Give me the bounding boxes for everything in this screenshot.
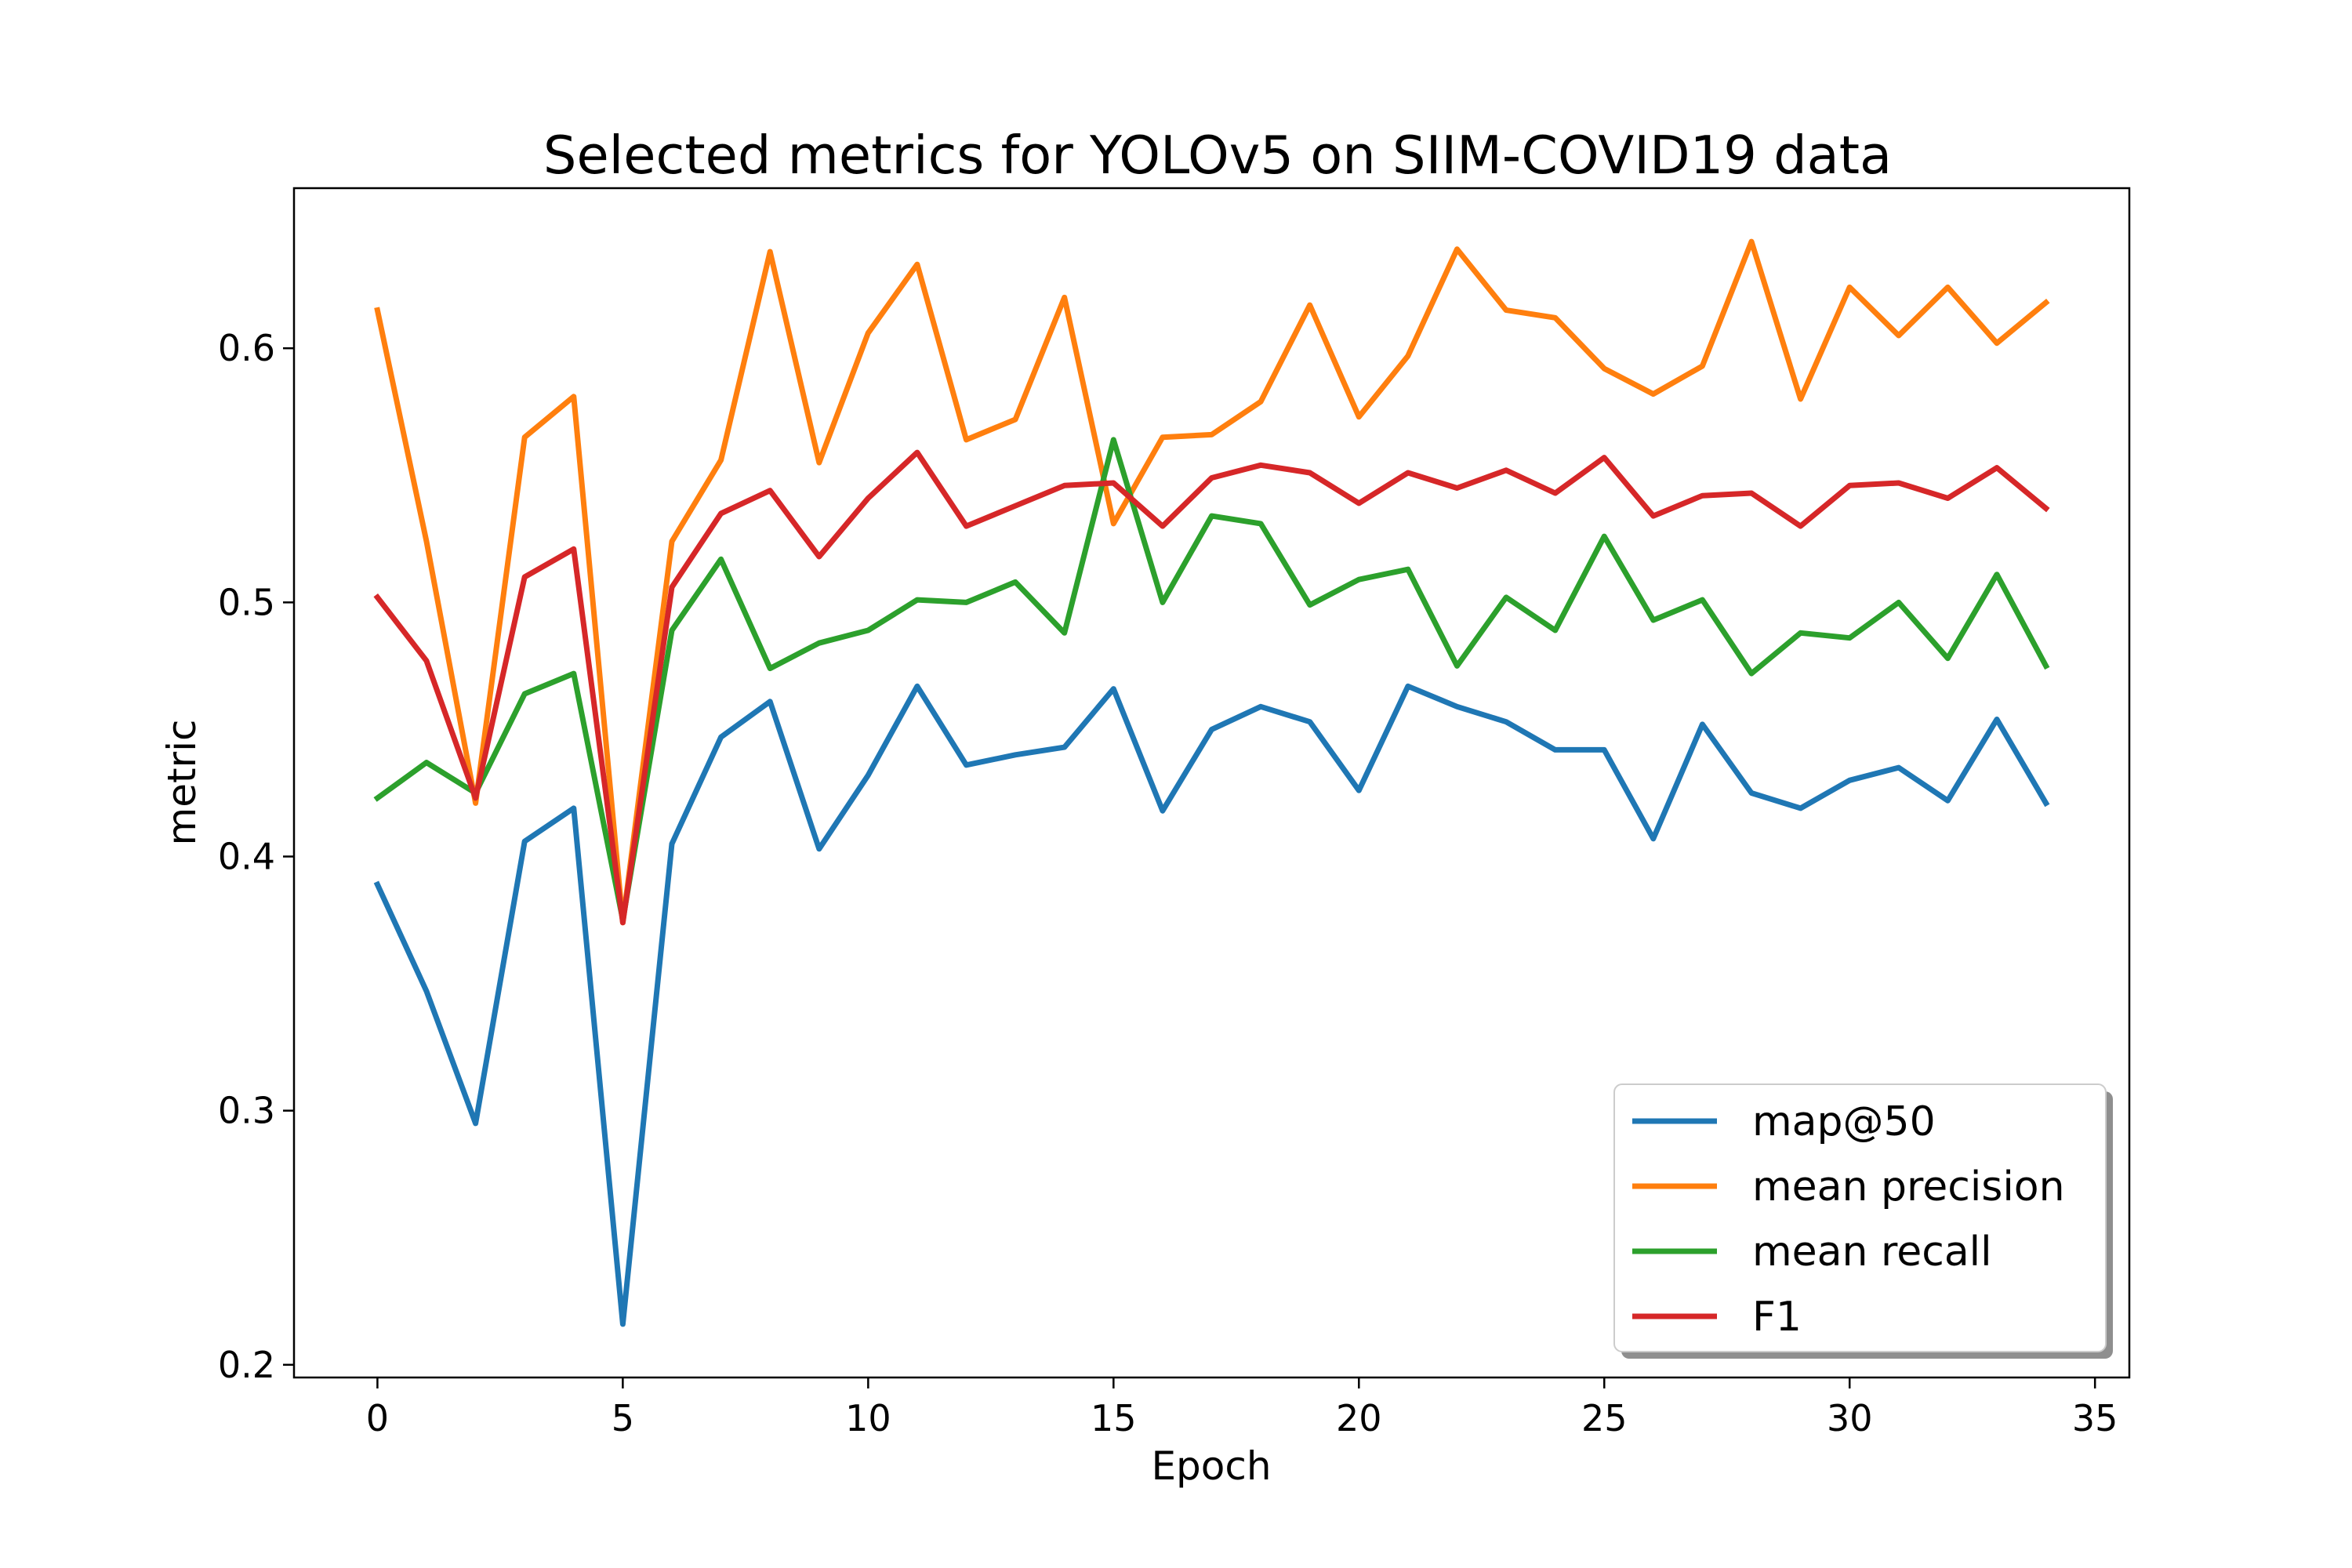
legend: map@50 mean precision mean recall F1	[1613, 1083, 2113, 1359]
x-tick-label: 25	[1581, 1397, 1628, 1439]
y-tick-label: 0.2	[218, 1344, 275, 1386]
series-layer	[373, 238, 2050, 1327]
legend-label-f1: F1	[1752, 1294, 1802, 1341]
x-axis-label: Epoch	[1151, 1443, 1271, 1489]
y-axis-label: metric	[159, 719, 205, 845]
series-line-mean-recall	[373, 437, 2050, 923]
x-tick-label: 35	[2072, 1397, 2118, 1439]
y-tick-label: 0.6	[218, 327, 275, 369]
y-tick-label: 0.3	[218, 1090, 275, 1132]
y-tick-label: 0.4	[218, 836, 275, 878]
legend-label-map-50: map@50	[1752, 1098, 1936, 1145]
legend-label-mean-recall: mean recall	[1752, 1229, 1992, 1276]
y-tick-label: 0.5	[218, 581, 275, 623]
x-tick-label: 20	[1336, 1397, 1382, 1439]
y-axis-ticks: 0.2 0.3 0.4 0.5 0.6	[218, 327, 294, 1386]
series-line-f1	[373, 449, 2050, 926]
legend-label-mean-precision: mean precision	[1752, 1163, 2065, 1210]
x-axis-ticks: 0 5 10 15 20 25 30 35	[366, 1377, 2118, 1439]
x-tick-label: 5	[612, 1397, 634, 1439]
series-line-mean-precision	[374, 238, 2050, 926]
x-tick-label: 0	[366, 1397, 389, 1439]
chart-title: Selected metrics for YOLOv5 on SIIM-COVI…	[543, 125, 1892, 186]
x-tick-label: 30	[1827, 1397, 1873, 1439]
legend-items: map@50 mean precision mean recall F1	[1632, 1098, 2065, 1341]
x-tick-label: 15	[1091, 1397, 1137, 1439]
x-tick-label: 10	[845, 1397, 891, 1439]
series-line-map-50	[373, 683, 2050, 1327]
legend-box	[1613, 1083, 2107, 1352]
plot-frame	[292, 187, 2131, 1379]
